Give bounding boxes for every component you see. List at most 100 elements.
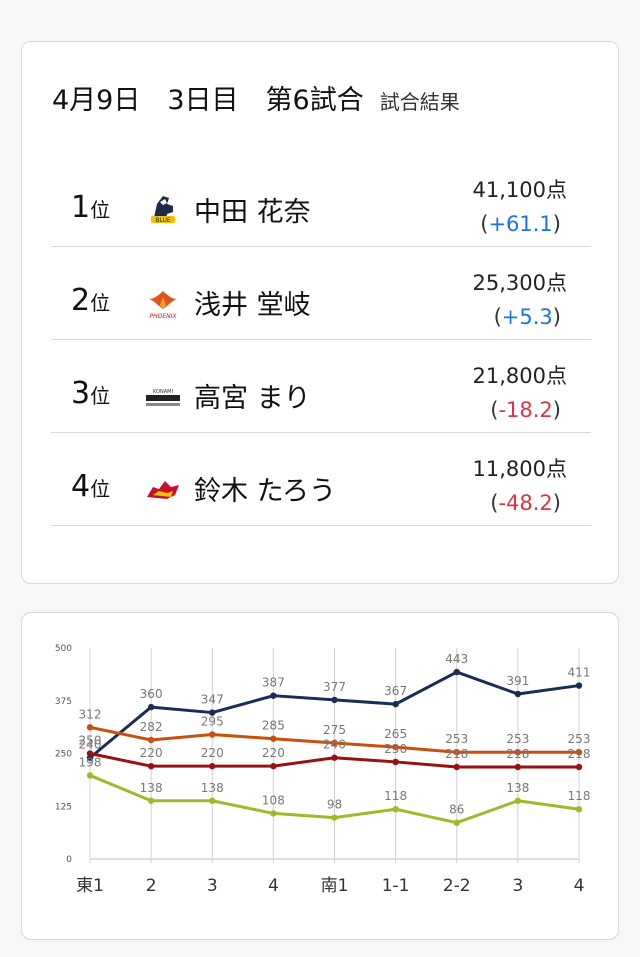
data-point	[331, 754, 338, 761]
data-point	[392, 758, 399, 766]
data-label: 253	[445, 732, 468, 746]
data-label: 138	[140, 781, 163, 795]
data-label: 360	[140, 687, 163, 701]
data-point	[453, 668, 460, 676]
player-score: 11,800点	[472, 457, 567, 481]
rank: 1位	[71, 190, 111, 225]
data-label: 98	[327, 798, 342, 812]
data-point	[453, 763, 460, 771]
result-row: 4位 鈴木 たろう 11,800点 (-48.2)	[51, 433, 591, 526]
result-label: 試合結果	[379, 90, 460, 114]
y-tick-label: 0	[66, 855, 72, 865]
konami-logo: KONAMI	[143, 378, 183, 414]
rank: 3位	[71, 376, 111, 411]
score-line-chart: 0 125 250 375 500 東1 2 3 4 南1 1-1 2-2 3 4 240 360 347 387…	[55, 644, 591, 896]
svg-text:BLUE: BLUE	[155, 217, 171, 224]
point-delta: (-18.2)	[490, 398, 561, 422]
data-point	[209, 762, 216, 770]
data-label: 295	[201, 715, 224, 729]
data-point	[147, 762, 155, 770]
x-tick-label: 3	[512, 876, 523, 896]
data-point	[270, 762, 277, 770]
data-label: 220	[262, 746, 285, 760]
y-tick-label: 500	[55, 644, 72, 654]
data-label: 253	[568, 732, 591, 746]
data-label: 250	[79, 734, 102, 748]
player-score: 21,800点	[472, 364, 567, 388]
data-label: 367	[384, 684, 407, 698]
data-point	[147, 703, 155, 711]
phoenix-logo: PHOENIX	[143, 285, 183, 321]
score-chart-card: 0 125 250 375 500 東1 2 3 4 南1 1-1 2-2 3 4 240 360 347 387…	[21, 612, 619, 940]
x-tick-label: 1-1	[382, 876, 410, 896]
data-label: 240	[323, 738, 346, 752]
data-point	[86, 724, 94, 731]
data-point	[147, 736, 155, 744]
data-label: 285	[262, 719, 285, 733]
point-delta: (+5.3)	[493, 305, 561, 329]
y-tick-label: 125	[55, 802, 72, 812]
data-label: 138	[506, 781, 529, 795]
rank: 4位	[71, 469, 111, 504]
data-label: 218	[568, 747, 591, 761]
point-delta: (+61.1)	[480, 212, 561, 236]
x-tick-label: 4	[574, 876, 585, 896]
data-label: 282	[140, 720, 163, 734]
data-point	[575, 749, 583, 756]
data-point	[514, 690, 522, 698]
data-point	[270, 810, 277, 817]
data-point	[147, 797, 155, 804]
data-point	[453, 749, 460, 756]
data-point	[270, 735, 277, 742]
svg-text:KONAMI: KONAMI	[153, 389, 173, 395]
player-score: 25,300点	[472, 271, 567, 295]
data-label: 108	[262, 793, 285, 807]
data-label: 118	[384, 789, 407, 803]
data-point	[392, 806, 399, 813]
result-header: 4月9日 3日目 第6試合 試合結果	[52, 78, 460, 117]
data-point	[331, 696, 338, 704]
data-label: 347	[201, 693, 224, 707]
data-label: 230	[384, 742, 407, 756]
data-label: 312	[79, 707, 102, 721]
player-name: 中田 花奈	[194, 197, 311, 228]
x-tick-label: 3	[207, 876, 218, 896]
data-label: 265	[384, 727, 407, 741]
x-tick-label: 2-2	[443, 876, 471, 896]
data-label: 377	[323, 680, 346, 694]
data-label: 253	[506, 732, 529, 746]
x-tick-label: 東1	[76, 876, 104, 896]
data-label: 443	[445, 652, 468, 666]
data-point	[331, 814, 338, 821]
data-label: 218	[445, 747, 468, 761]
data-label: 198	[79, 755, 102, 769]
result-row: 3位 KONAMI 高宮 まり 21,800点 (-18.2)	[51, 340, 591, 433]
data-label: 218	[506, 747, 529, 761]
y-tick-label: 375	[55, 697, 72, 707]
data-point	[575, 763, 583, 771]
data-point	[575, 806, 583, 813]
data-point	[514, 797, 522, 804]
data-point	[209, 709, 216, 716]
data-point	[331, 739, 338, 747]
player-name: 浅井 堂岐	[194, 290, 311, 321]
data-point	[453, 819, 460, 826]
data-label: 275	[323, 723, 346, 737]
horse-logo: BLUE	[143, 192, 183, 228]
data-point	[575, 682, 583, 689]
player-name: 高宮 まり	[194, 383, 311, 414]
data-point	[86, 772, 94, 779]
player-name: 鈴木 たろう	[194, 476, 336, 507]
data-point	[392, 743, 399, 751]
data-label: 391	[506, 674, 529, 688]
data-label: 387	[262, 676, 285, 690]
x-tick-label: 南1	[321, 876, 349, 896]
data-point	[270, 692, 277, 699]
y-tick-label: 250	[55, 750, 72, 760]
data-label: 220	[140, 746, 163, 760]
data-label: 220	[201, 746, 224, 760]
result-card: 4月9日 3日目 第6試合 試合結果 1位 BLUE 中田 花奈 41,100点…	[21, 41, 619, 584]
result-row: 2位 PHOENIX 浅井 堂岐 25,300点 (+5.3)	[51, 247, 591, 340]
x-tick-label: 4	[268, 876, 279, 896]
dragon-logo	[143, 471, 183, 507]
